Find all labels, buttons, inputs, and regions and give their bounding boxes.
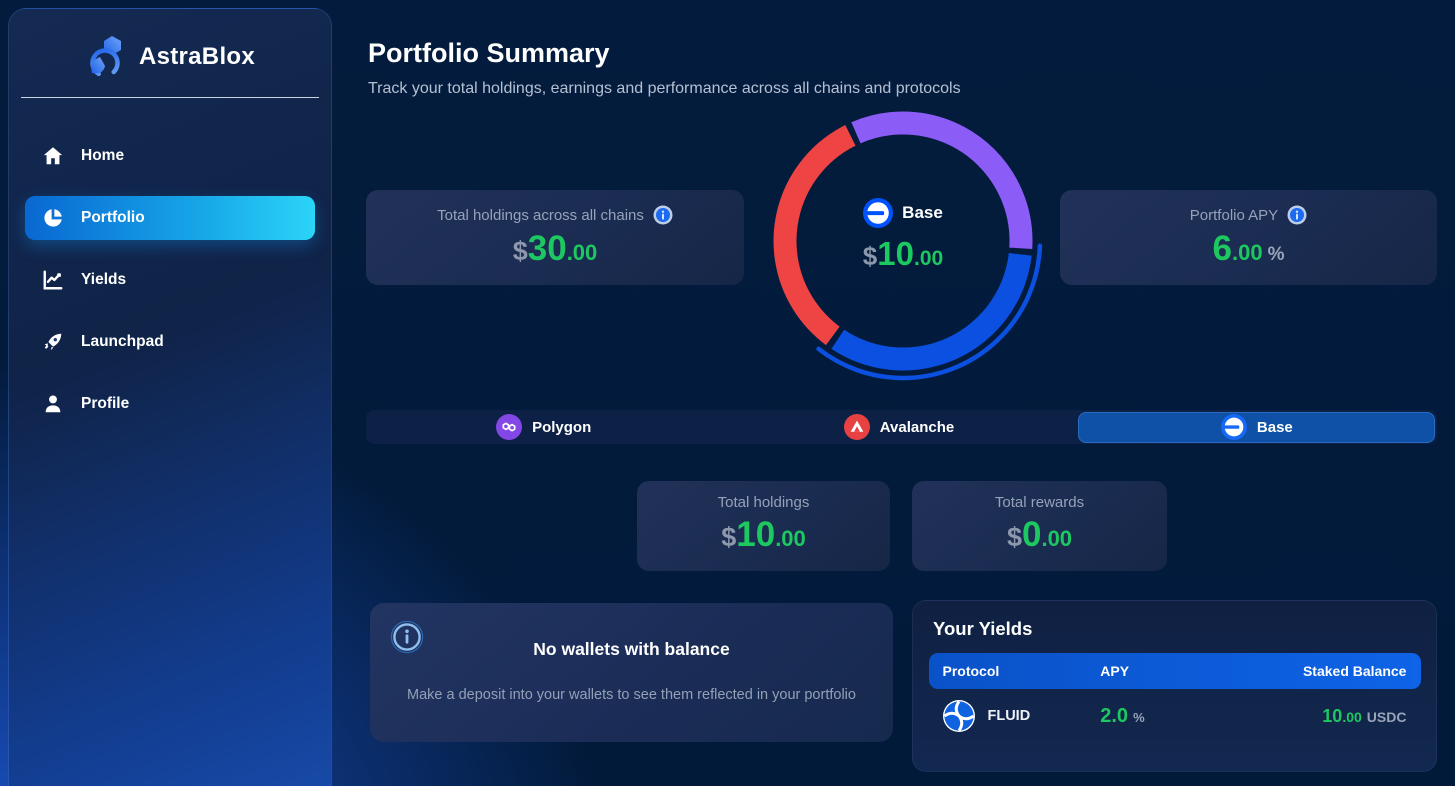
stat-label: Total holdings — [717, 494, 810, 511]
sidebar-item-label: Launchpad — [81, 333, 164, 350]
stat-value: $30.00 — [512, 229, 598, 268]
brand-name: AstraBlox — [138, 43, 256, 70]
donut-center: Base $10.00 — [753, 85, 1053, 385]
brand-logo-icon — [90, 36, 121, 78]
chain-total-rewards-card: Total rewards $0.00 — [912, 481, 1167, 571]
page-subtitle: Track your total holdings, earnings and … — [368, 80, 961, 97]
tab-label: Avalanche — [879, 418, 955, 436]
info-icon[interactable] — [1287, 205, 1307, 225]
sidebar: AstraBlox Home Portfolio — [8, 8, 332, 786]
chain-total-holdings-card: Total holdings $10.00 — [637, 481, 890, 571]
info-icon[interactable] — [653, 205, 673, 225]
empty-state-title: No wallets with balance — [533, 639, 730, 659]
donut-center-value: $10.00 — [862, 234, 944, 272]
tab-label: Polygon — [532, 418, 592, 436]
chain-tab-bar: Polygon Avalanche Base — [366, 410, 1437, 444]
no-wallets-card: No wallets with balance Make a deposit i… — [370, 603, 893, 742]
sidebar-item-label: Yields — [81, 271, 127, 288]
empty-state-description: Make a deposit into your wallets to see … — [407, 687, 856, 703]
sidebar-item-home[interactable]: Home — [25, 134, 315, 178]
column-protocol: Protocol — [942, 663, 1000, 679]
yields-title: Your Yields — [933, 618, 1033, 639]
stat-value: 6.00% — [1212, 229, 1285, 268]
sidebar-item-yields[interactable]: Yields — [25, 258, 315, 302]
portfolio-apy-card: Portfolio APY 6.00% — [1060, 190, 1437, 285]
sidebar-item-label: Profile — [81, 395, 130, 412]
polygon-icon — [496, 414, 523, 440]
protocol-cell: FLUID — [942, 700, 1101, 732]
fluid-protocol-icon — [942, 700, 975, 732]
brand: AstraBlox — [9, 29, 331, 85]
donut-segment-base[interactable] — [772, 110, 1033, 371]
column-staked-balance: Staked Balance — [1302, 663, 1407, 679]
base-icon — [1220, 414, 1247, 440]
sidebar-item-launchpad[interactable]: Launchpad — [25, 320, 315, 364]
info-outline-icon — [390, 620, 424, 654]
sidebar-item-profile[interactable]: Profile — [25, 382, 315, 426]
sidebar-divider — [21, 97, 319, 98]
sidebar-item-label: Home — [81, 147, 125, 164]
avalanche-icon — [843, 414, 870, 440]
pie-chart-icon — [44, 209, 62, 227]
line-chart-icon — [43, 270, 63, 290]
your-yields-card: Your Yields Protocol APY Staked Balance … — [912, 600, 1437, 772]
yields-table-header: Protocol APY Staked Balance — [928, 653, 1421, 689]
stat-value: $0.00 — [1006, 515, 1073, 554]
donut-selected-highlight-arc — [763, 101, 1043, 381]
tab-label: Base — [1256, 418, 1293, 436]
tab-polygon[interactable]: Polygon — [366, 410, 721, 444]
protocol-name: FLUID — [987, 708, 1031, 724]
sidebar-item-portfolio[interactable]: Portfolio — [25, 196, 315, 240]
staked-balance-cell: 10.00 USDC — [1322, 705, 1407, 726]
donut-center-chain: Base — [902, 202, 943, 222]
tab-base[interactable]: Base — [1078, 411, 1436, 443]
yields-table-row: FLUID 2.0% 10.00 USDC — [929, 689, 1421, 743]
stat-value: $10.00 — [721, 515, 806, 554]
user-icon — [45, 395, 61, 413]
apy-cell: 2.0% — [1100, 704, 1145, 727]
sidebar-nav: Home Portfolio Yields — [9, 134, 331, 426]
column-apy: APY — [1100, 663, 1130, 679]
rocket-icon — [44, 333, 62, 351]
total-holdings-all-chains-card: Total holdings across all chains $30.00 — [366, 190, 744, 285]
tab-avalanche[interactable]: Avalanche — [721, 410, 1076, 444]
sidebar-item-label: Portfolio — [81, 209, 145, 226]
home-icon — [43, 147, 63, 165]
base-icon — [863, 197, 894, 228]
stat-label: Portfolio APY — [1189, 206, 1279, 224]
stat-label: Total holdings across all chains — [437, 206, 644, 224]
donut-segment-avalanche[interactable] — [753, 91, 1053, 391]
holdings-donut-chart — [753, 91, 1053, 391]
stat-label: Total rewards — [994, 494, 1085, 511]
page-title: Portfolio Summary — [368, 38, 610, 69]
donut-segment-polygon[interactable] — [753, 91, 1053, 391]
